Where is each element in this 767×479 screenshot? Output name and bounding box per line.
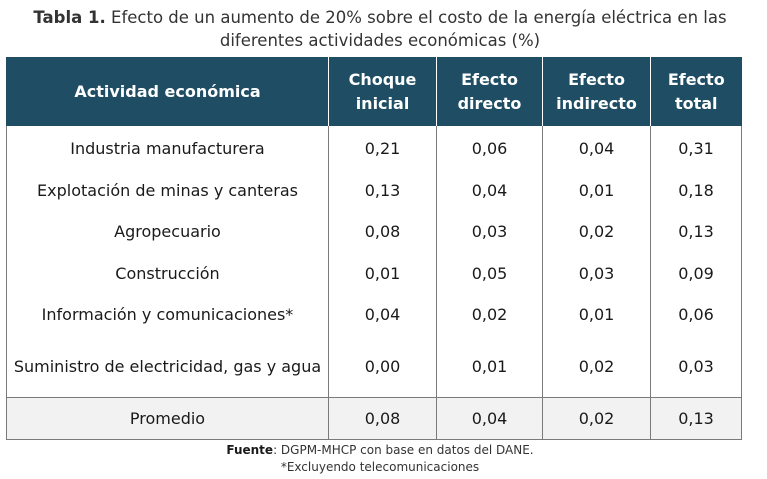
table-row: Suministro de electricidad, gas y agua 0…	[6, 335, 742, 397]
row-value: 0,21	[328, 126, 437, 170]
table-row: Información y comunicaciones* 0,04 0,02 …	[6, 294, 742, 336]
data-table: Actividad económica Choque inicial Efect…	[6, 57, 742, 440]
header-total-effect: Efecto total	[650, 57, 742, 126]
source-line: Fuente: DGPM-MHCP con base en datos del …	[0, 442, 760, 459]
row-value: 0,01	[328, 252, 437, 294]
header-initial-shock: Choque inicial	[328, 57, 437, 126]
caption-label: Tabla 1.	[33, 8, 106, 27]
row-value: 0,01	[436, 335, 543, 397]
row-value: 0,04	[328, 294, 437, 336]
average-value: 0,08	[328, 396, 437, 440]
row-value: 0,06	[650, 294, 742, 336]
row-activity: Agropecuario	[6, 211, 329, 253]
average-row: Promedio 0,08 0,04 0,02 0,13	[6, 396, 742, 440]
row-value: 0,13	[328, 169, 437, 211]
header-indirect-effect: Efecto indirecto	[542, 57, 651, 126]
row-value: 0,08	[328, 211, 437, 253]
table-row: Construcción 0,01 0,05 0,03 0,09	[6, 252, 742, 294]
row-value: 0,13	[650, 211, 742, 253]
source-note: Fuente: DGPM-MHCP con base en datos del …	[0, 442, 760, 476]
row-activity: Información y comunicaciones*	[6, 294, 329, 336]
header-direct-effect: Efecto directo	[436, 57, 543, 126]
average-value: 0,04	[436, 396, 543, 440]
row-value: 0,03	[650, 335, 742, 397]
row-value: 0,09	[650, 252, 742, 294]
row-activity: Suministro de electricidad, gas y agua	[6, 335, 329, 397]
row-value: 0,31	[650, 126, 742, 170]
row-value: 0,02	[542, 211, 651, 253]
row-value: 0,05	[436, 252, 543, 294]
source-label: Fuente	[226, 443, 274, 457]
average-label: Promedio	[6, 396, 329, 440]
table-row: Industria manufacturera 0,21 0,06 0,04 0…	[6, 126, 742, 170]
average-value: 0,13	[650, 396, 742, 440]
table-row: Explotación de minas y canteras 0,13 0,0…	[6, 169, 742, 211]
row-value: 0,02	[542, 335, 651, 397]
table-caption: Tabla 1. Efecto de un aumento de 20% sob…	[0, 6, 760, 52]
row-value: 0,04	[542, 126, 651, 170]
row-value: 0,04	[436, 169, 543, 211]
footnote: *Excluyendo telecomunicaciones	[280, 460, 480, 474]
row-value: 0,01	[542, 169, 651, 211]
row-value: 0,03	[436, 211, 543, 253]
row-value: 0,02	[436, 294, 543, 336]
row-value: 0,06	[436, 126, 543, 170]
average-value: 0,02	[542, 396, 651, 440]
header-row: Actividad económica Choque inicial Efect…	[6, 57, 742, 126]
row-activity: Industria manufacturera	[6, 126, 329, 170]
header-activity: Actividad económica	[6, 57, 329, 126]
table-row: Agropecuario 0,08 0,03 0,02 0,13	[6, 211, 742, 253]
row-activity: Construcción	[6, 252, 329, 294]
caption-text: Efecto de un aumento de 20% sobre el cos…	[111, 8, 727, 50]
row-value: 0,01	[542, 294, 651, 336]
row-value: 0,00	[328, 335, 437, 397]
source-text: : DGPM-MHCP con base en datos del DANE.	[273, 443, 534, 457]
row-activity: Explotación de minas y canteras	[6, 169, 329, 211]
row-value: 0,18	[650, 169, 742, 211]
row-value: 0,03	[542, 252, 651, 294]
